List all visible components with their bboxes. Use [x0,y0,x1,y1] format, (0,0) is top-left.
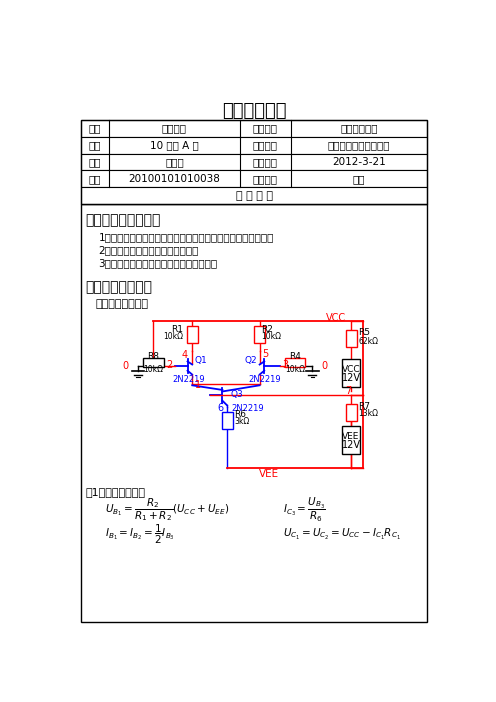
Text: 20100101010038: 20100101010038 [128,174,220,184]
Text: 一、实验目的和任务: 一、实验目的和任务 [85,213,161,227]
Text: Q2: Q2 [245,356,257,365]
Text: 10kΩ: 10kΩ [261,331,281,340]
Text: 姓名: 姓名 [89,157,101,167]
Text: VEE: VEE [258,469,279,479]
Text: VCC: VCC [342,364,361,373]
Text: R1: R1 [171,324,183,333]
Text: 3、了解恒流源在差动放大电路中的作用。: 3、了解恒流源在差动放大电路中的作用。 [98,258,218,268]
Bar [81,187,427,204]
Text: $I_{B_1} = I_{B_2} = \dfrac{1}{2}I_{B_3}$: $I_{B_1} = I_{B_2} = \dfrac{1}{2}I_{B_3}… [105,523,175,546]
Text: VCC: VCC [325,312,346,322]
Text: 4: 4 [182,350,187,360]
Text: 恒流源式差动放大电路: 恒流源式差动放大电路 [327,140,390,150]
Text: R6: R6 [234,410,246,419]
Text: 实验时间: 实验时间 [253,157,278,167]
Bar [143,357,164,367]
Text: 0: 0 [321,361,328,371]
Text: 12V: 12V [342,439,361,449]
Bar [346,330,357,347]
Text: 报 告 内 容: 报 告 内 容 [236,191,273,201]
Text: 二、实验原理介绍: 二、实验原理介绍 [85,280,152,293]
Bar [346,404,357,420]
Text: 1: 1 [194,380,201,390]
Bar [254,326,265,343]
Text: 电子工程: 电子工程 [162,123,187,133]
Text: 62kΩ: 62kΩ [358,337,378,346]
Bar [81,119,427,137]
Text: R5: R5 [358,329,370,338]
Text: VEE: VEE [342,432,360,441]
Text: 10kΩ: 10kΩ [285,364,305,373]
Text: $I_{C_3} = \dfrac{U_{B_3}}{R_6}$: $I_{C_3} = \dfrac{U_{B_3}}{R_6}$ [283,496,326,524]
Bar [81,119,427,204]
Text: 指导教师: 指导教师 [253,174,278,184]
Text: 2N2219: 2N2219 [248,375,281,384]
Text: 2012-3-21: 2012-3-21 [332,157,386,167]
Text: Q3: Q3 [231,390,244,399]
Text: 10kΩ: 10kΩ [163,331,183,340]
Bar [187,326,197,343]
Bar [81,204,427,622]
Bar [81,137,427,154]
Text: $U_{B_1} = \dfrac{R_2}{R_1+R_2}(U_{CC}+U_{EE})$: $U_{B_1} = \dfrac{R_2}{R_1+R_2}(U_{CC}+U… [105,496,229,524]
Bar [81,171,427,187]
Text: R8: R8 [147,352,159,362]
Text: 电子技术实验: 电子技术实验 [340,123,377,133]
Text: R2: R2 [261,324,273,333]
Text: R7: R7 [358,402,370,411]
Bar [81,154,427,171]
Text: 13kΩ: 13kΩ [358,409,378,418]
Text: 6: 6 [217,404,223,413]
Bar [342,359,361,387]
Text: 2N2219: 2N2219 [231,404,263,413]
Text: 班级: 班级 [89,140,101,150]
Text: 学生实验报告: 学生实验报告 [222,102,287,120]
Text: 实验名称: 实验名称 [253,140,278,150]
Text: $U_{C_1} = U_{C_2} = U_{CC} - I_{C_1}R_{C_1}$: $U_{C_1} = U_{C_2} = U_{CC} - I_{C_1}R_{… [283,527,401,542]
Text: 10kΩ: 10kΩ [143,364,164,373]
Bar [285,357,306,367]
Text: R4: R4 [289,352,301,362]
Text: Q1: Q1 [194,356,207,365]
Text: 2: 2 [167,360,173,370]
Text: 文毅: 文毅 [353,174,365,184]
Text: 2、学习差动放大电路的测试方法；: 2、学习差动放大电路的测试方法； [98,245,199,255]
Text: （1）静态工作点：: （1）静态工作点： [85,486,145,496]
Text: 课程名称: 课程名称 [253,123,278,133]
Text: 学号: 学号 [89,174,101,184]
Text: 2N2219: 2N2219 [173,375,205,384]
Text: 蔡汉再: 蔡汉再 [165,157,184,167]
Text: 系别: 系别 [89,123,101,133]
Text: 3: 3 [282,360,288,370]
Text: 12V: 12V [342,373,361,383]
Text: 10 通信 A 班: 10 通信 A 班 [150,140,199,150]
Text: 实验原理图如下：: 实验原理图如下： [95,300,148,310]
Text: 7: 7 [346,387,352,397]
Text: 5: 5 [262,349,268,359]
Text: 0: 0 [123,361,128,371]
Bar [342,426,361,453]
Text: 3kΩ: 3kΩ [234,417,249,426]
Bar [222,412,233,429]
Text: 1、加深对差动放大电路的工作原理、分析方法的理解与掌握；: 1、加深对差动放大电路的工作原理、分析方法的理解与掌握； [98,232,274,241]
